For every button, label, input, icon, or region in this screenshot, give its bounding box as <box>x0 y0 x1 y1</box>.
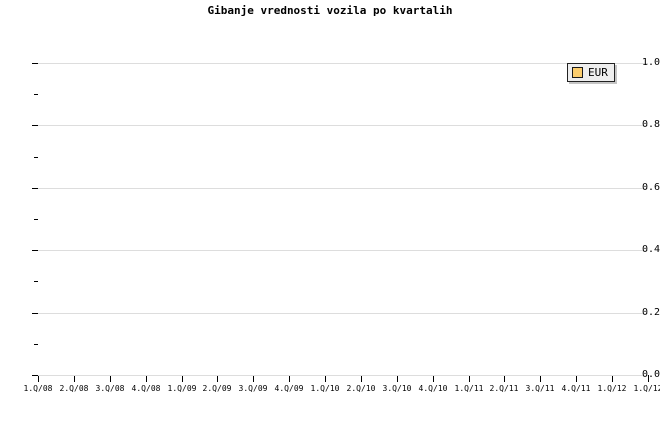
y-axis-minor-tick <box>34 281 38 283</box>
x-axis-tick-label: 4.Q/08 <box>131 384 161 393</box>
x-axis-tick-label: 2.Q/08 <box>59 384 89 393</box>
x-axis-tick <box>648 376 649 382</box>
y-axis-tick-label: 0.6 <box>641 181 660 193</box>
y-axis-tick-label: 0.2 <box>641 306 660 318</box>
y-axis-tick <box>32 375 38 376</box>
y-axis-tick <box>32 187 38 189</box>
x-axis-tick <box>397 376 398 382</box>
x-axis-tick <box>361 376 362 382</box>
y-axis-tick <box>32 125 38 127</box>
x-axis-tick-label: 2.Q/11 <box>489 384 519 393</box>
x-axis-tick-label: 3.Q/08 <box>95 384 125 393</box>
x-axis-tick <box>433 376 434 382</box>
plot-area <box>38 63 648 376</box>
gridline <box>38 63 648 64</box>
chart-title: Gibanje vrednosti vozila po kvartalih <box>207 4 453 17</box>
x-axis-tick-label: 4.Q/10 <box>418 384 448 393</box>
x-axis-tick <box>325 376 326 382</box>
x-axis-tick-label: 1.Q/12 <box>633 384 660 393</box>
x-axis-tick-label: 2.Q/10 <box>346 384 376 393</box>
legend-swatch-eur <box>572 67 583 78</box>
x-axis-tick-label: 1.Q/12 <box>597 384 627 393</box>
x-axis-tick-label: 3.Q/11 <box>525 384 555 393</box>
x-axis-tick-label: 3.Q/10 <box>382 384 412 393</box>
y-axis-tick-label: 1.0 <box>641 57 660 68</box>
x-axis-tick <box>74 376 75 382</box>
x-axis-tick-label: 2.Q/09 <box>202 384 232 393</box>
x-axis-tick <box>38 376 39 382</box>
x-axis-tick <box>182 376 183 382</box>
y-axis-tick <box>32 250 38 252</box>
x-axis-tick <box>576 376 577 382</box>
y-axis-tick-label: 0.0 <box>641 369 660 380</box>
x-axis-tick-label: 4.Q/11 <box>561 384 591 393</box>
y-axis-tick <box>32 312 38 314</box>
x-axis-tick-label: 1.Q/09 <box>167 384 197 393</box>
y-axis-minor-tick <box>34 219 38 220</box>
y-axis-minor-tick <box>34 156 38 158</box>
x-axis-tick <box>253 376 254 382</box>
chart-legend[interactable]: EUR <box>567 63 615 82</box>
x-axis-tick-label: 3.Q/09 <box>238 384 268 393</box>
series-layer <box>38 63 648 375</box>
x-axis-tick <box>289 376 290 382</box>
x-axis-tick <box>504 376 505 382</box>
x-axis-tick-label: 4.Q/09 <box>274 384 304 393</box>
y-axis-tick-label: 0.4 <box>641 244 660 256</box>
y-axis-minor-tick <box>34 343 38 345</box>
gridline <box>38 312 648 314</box>
x-axis-tick <box>540 376 541 382</box>
y-axis-minor-tick <box>34 94 38 96</box>
y-axis-tick-label: 0.8 <box>641 119 660 131</box>
x-axis-tick-label: 1.Q/10 <box>310 384 340 393</box>
gridline <box>38 125 648 127</box>
gridline <box>38 187 648 189</box>
x-axis-tick <box>612 376 613 382</box>
x-axis-tick <box>146 376 147 382</box>
gridline <box>38 375 648 376</box>
x-axis-tick <box>469 376 470 382</box>
y-axis-tick <box>32 63 38 64</box>
legend-label-eur: EUR <box>588 66 608 79</box>
gridline <box>38 250 648 252</box>
x-axis-tick-label: 1.Q/08 <box>23 384 53 393</box>
x-axis-tick <box>110 376 111 382</box>
x-axis-tick <box>217 376 218 382</box>
x-axis-tick-label: 1.Q/11 <box>454 384 484 393</box>
